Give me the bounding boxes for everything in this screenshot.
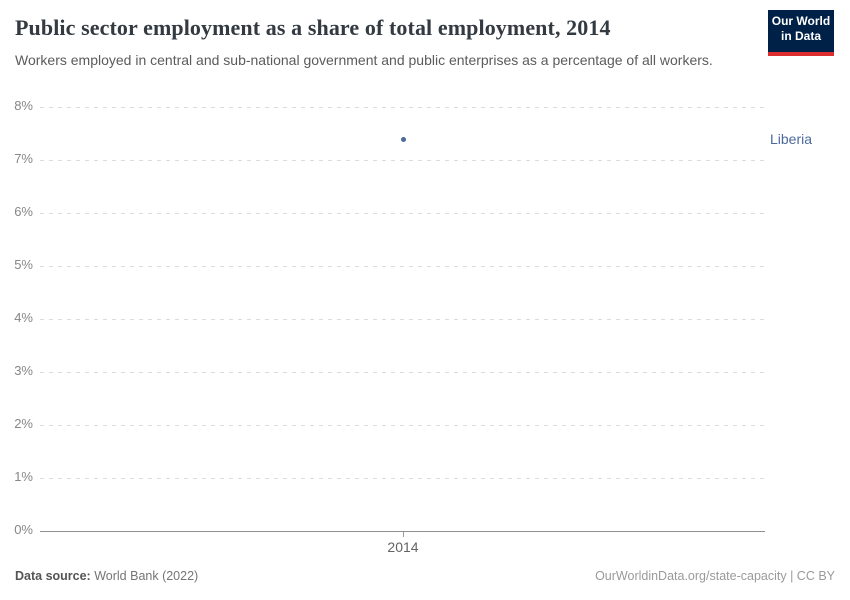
data-source-note: Data source: World Bank (2022) [15,569,198,583]
gridline-7pct [40,160,765,161]
y-axis-tick-label: 0% [14,522,33,537]
y-axis-tick-label: 7% [14,151,33,166]
entity-label-liberia[interactable]: Liberia [770,130,813,147]
y-axis-tick-label: 8% [14,98,33,113]
gridline-4pct [40,319,765,320]
data-source-label: Data source: [15,569,91,583]
credit-note: OurWorldinData.org/state-capacity | CC B… [595,569,835,583]
gridline-1pct [40,478,765,479]
y-axis-tick-label: 6% [14,204,33,219]
x-axis-baseline [40,531,765,532]
x-axis-tick-label: 2014 [387,539,419,555]
y-axis-tick-label: 1% [14,469,33,484]
gridline-5pct [40,266,765,267]
gridline-8pct [40,107,765,108]
data-point-liberia[interactable] [400,137,406,143]
y-axis-tick-label: 4% [14,310,33,325]
owid-logo-line2: in Data [780,29,821,43]
y-axis-tick-label: 5% [14,257,33,272]
y-axis-tick-label: 3% [14,363,33,378]
gridline-2pct [40,425,765,426]
owid-logo[interactable]: Our World in Data [768,10,834,56]
chart-title: Public sector employment as a share of t… [15,15,611,40]
gridline-3pct [40,372,765,373]
chart-subtitle: Workers employed in central and sub-nati… [15,52,713,68]
y-axis-tick-label: 2% [14,416,33,431]
data-source-value: World Bank (2022) [94,569,199,583]
owid-logo-line1: Our World [771,14,831,28]
gridline-6pct [40,213,765,214]
x-axis-tick-mark [403,532,404,537]
credit-link[interactable]: OurWorldinData.org/state-capacity | CC B… [595,569,835,583]
